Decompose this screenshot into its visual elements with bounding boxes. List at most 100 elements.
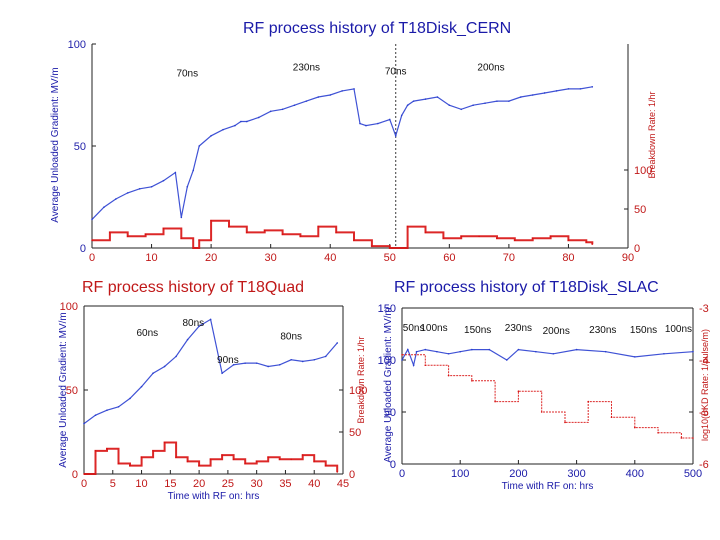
bkd-rate-point-cern: [406, 225, 409, 228]
y2-tick-label-slac: -4: [699, 355, 709, 367]
bkd-rate-point-cern: [246, 231, 248, 234]
bkd-rate-point-quad: [94, 450, 97, 452]
bkd-rate-line-slac: [402, 354, 693, 439]
gradient-point-cern: [484, 102, 486, 104]
bkd-rate-point-cern: [442, 237, 445, 240]
gradient-point-slac: [447, 352, 450, 355]
gradient-point-quad: [336, 342, 339, 344]
x-tick-label-slac: 0: [399, 468, 405, 480]
gradient-point-cern: [269, 110, 272, 113]
gradient-point-cern: [341, 90, 343, 92]
gradient-point-cern: [198, 145, 200, 147]
y-tick-label-slac: 100: [378, 355, 396, 367]
x-axis-label-quad: Time with RF on: hrs: [168, 491, 260, 502]
gradient-point-cern: [257, 116, 260, 119]
gradient-point-slac: [401, 359, 403, 361]
chart-title-slac: RF process history of T18Disk_SLAC: [394, 279, 659, 296]
x-tick-label-cern: 10: [145, 252, 157, 264]
bkd-rate-point-cern: [478, 235, 480, 238]
gradient-point-cern: [365, 124, 367, 127]
bkd-rate-point-cern: [210, 219, 212, 222]
gradient-point-cern: [174, 171, 177, 174]
bkd-rate-point-cern: [109, 231, 111, 234]
gradient-point-cern: [317, 96, 320, 98]
gradient-point-cern: [210, 135, 212, 137]
gradient-point-quad: [313, 358, 316, 361]
gradient-point-cern: [388, 118, 391, 121]
y-tick-label-cern: 100: [68, 39, 86, 51]
gradient-point-cern: [240, 120, 242, 123]
x-tick-label-cern: 90: [622, 252, 634, 264]
gradient-point-slac: [604, 350, 607, 353]
gradient-point-cern: [424, 98, 427, 100]
x-tick-label-quad: 10: [135, 478, 147, 490]
y-tick-label-cern: 50: [74, 141, 86, 153]
bkd-rate-point-quad: [290, 458, 293, 461]
gradient-point-cern: [394, 135, 397, 137]
x-tick-label-slac: 500: [684, 468, 702, 480]
gradient-point-slac: [412, 364, 415, 367]
bkd-rate-point-slac: [634, 426, 636, 429]
gradient-point-cern: [472, 104, 474, 106]
x-tick-label-quad: 0: [81, 478, 87, 490]
gradient-point-slac: [488, 348, 491, 351]
bkd-rate-point-cern: [531, 237, 534, 240]
pulse-length-annotation-slac: 200ns: [543, 326, 570, 337]
gradient-point-cern: [567, 88, 570, 90]
gradient-point-slac: [663, 352, 665, 355]
gradient-point-slac: [517, 348, 520, 351]
gradient-point-quad: [244, 362, 246, 364]
bkd-rate-point-cern: [317, 225, 320, 228]
gradient-point-quad: [140, 385, 143, 388]
bkd-rate-point-cern: [371, 245, 373, 247]
bkd-rate-point-quad: [255, 460, 258, 463]
x-tick-label-quad: 25: [222, 478, 234, 490]
bkd-rate-point-slac: [564, 421, 566, 424]
gradient-point-cern: [115, 198, 117, 200]
bkd-rate-point-cern: [567, 239, 570, 241]
pulse-length-annotation-slac: 100ns: [665, 324, 692, 335]
y-tick-label-quad: 50: [66, 385, 78, 397]
pulse-length-annotation-cern: 70ns: [176, 69, 198, 80]
gradient-point-quad: [106, 409, 108, 411]
gradient-point-cern: [377, 122, 379, 125]
pulse-length-annotation-quad: 60ns: [136, 328, 158, 339]
pulse-length-annotation-slac: 150ns: [630, 325, 657, 336]
gradient-point-quad: [209, 318, 212, 321]
gradient-point-slac: [552, 352, 555, 355]
pulse-length-annotation-slac: 230ns: [505, 323, 532, 334]
bkd-rate-point-slac: [401, 354, 403, 356]
gradient-point-quad: [232, 364, 235, 366]
gradient-point-quad: [186, 338, 189, 341]
x-tick-label-cern: 60: [443, 252, 455, 264]
bkd-rate-point-cern: [549, 235, 552, 238]
y2-tick-label-cern: 0: [634, 243, 640, 255]
x-tick-label-quad: 40: [308, 478, 320, 490]
gradient-point-cern: [329, 94, 332, 96]
gradient-point-cern: [543, 92, 546, 94]
gradient-point-slac: [535, 350, 537, 353]
bkd-rate-point-quad: [313, 460, 316, 463]
gradient-point-cern: [508, 100, 510, 102]
bkd-rate-point-slac: [494, 400, 496, 403]
bkd-rate-point-cern: [424, 231, 427, 234]
bkd-rate-point-quad: [83, 473, 85, 475]
y2-tick-label-slac: -5: [699, 407, 709, 419]
pulse-length-annotation-cern: 230ns: [293, 63, 320, 74]
gradient-point-cern: [138, 188, 141, 190]
x-tick-label-cern: 0: [89, 252, 95, 264]
y-tick-label-quad: 100: [60, 301, 78, 313]
bkd-rate-point-cern: [335, 231, 337, 234]
gradient-point-slac: [575, 348, 578, 351]
x-tick-label-slac: 100: [451, 468, 469, 480]
x-tick-label-slac: 200: [509, 468, 527, 480]
gradient-line-cern: [91, 86, 593, 220]
bkd-rate-point-cern: [299, 235, 302, 238]
gradient-point-cern: [359, 122, 361, 125]
bkd-rate-line-cern: [92, 219, 594, 249]
bkd-rate-point-cern: [180, 237, 183, 240]
gradient-point-quad: [221, 372, 223, 375]
gradient-point-cern: [180, 216, 183, 219]
